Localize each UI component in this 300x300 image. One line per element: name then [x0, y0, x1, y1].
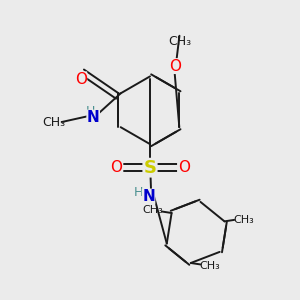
Text: CH₃: CH₃: [142, 205, 163, 215]
Text: O: O: [169, 58, 181, 74]
Text: H: H: [85, 105, 95, 118]
Text: CH₃: CH₃: [168, 34, 191, 48]
Text: H: H: [134, 186, 143, 199]
Text: N: N: [142, 189, 155, 204]
Text: CH₃: CH₃: [43, 116, 66, 128]
Text: O: O: [110, 160, 122, 175]
Text: CH₃: CH₃: [200, 261, 220, 271]
Text: O: O: [75, 72, 87, 87]
Text: O: O: [178, 160, 190, 175]
Text: S: S: [143, 159, 157, 177]
Text: N: N: [87, 110, 100, 125]
Text: CH₃: CH₃: [233, 215, 254, 225]
